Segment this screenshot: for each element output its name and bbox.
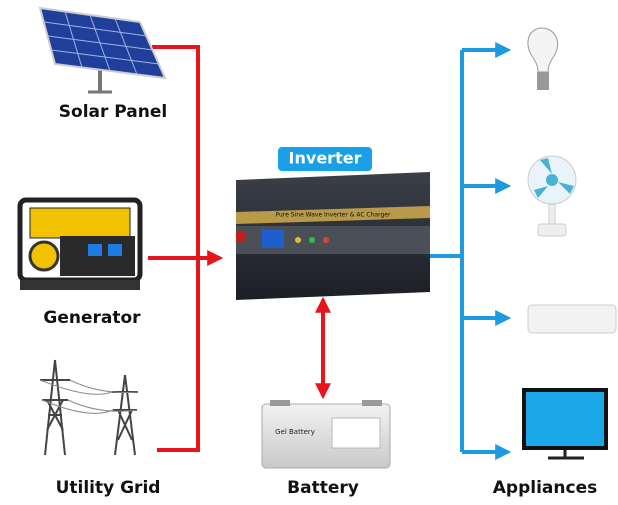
utility-grid-icon <box>40 360 138 455</box>
appliances-label: Appliances <box>493 478 597 498</box>
inverter-caption: Pure Sine Wave Inverter & AC Charger <box>276 212 391 219</box>
fan-icon <box>528 156 576 236</box>
source-label: Utility Grid <box>56 478 161 498</box>
tv-icon <box>522 388 608 458</box>
battery-label: Battery <box>287 478 359 498</box>
ac-icon <box>528 305 616 333</box>
solar-panel-icon <box>40 8 165 92</box>
source-label: Generator <box>43 308 141 328</box>
diagram: Solar Panel Generator Utility Grid Inver… <box>0 0 618 501</box>
output-wiring <box>430 50 508 452</box>
battery-caption: Gel Battery <box>275 428 315 436</box>
generator-icon <box>20 200 140 290</box>
inverter-label: Inverter <box>289 149 362 168</box>
source-label: Solar Panel <box>59 102 167 122</box>
bulb-icon <box>528 28 558 90</box>
inverter-icon <box>236 172 430 300</box>
page: {"sources": [{"label": "Solar Panel"}, {… <box>0 0 618 501</box>
